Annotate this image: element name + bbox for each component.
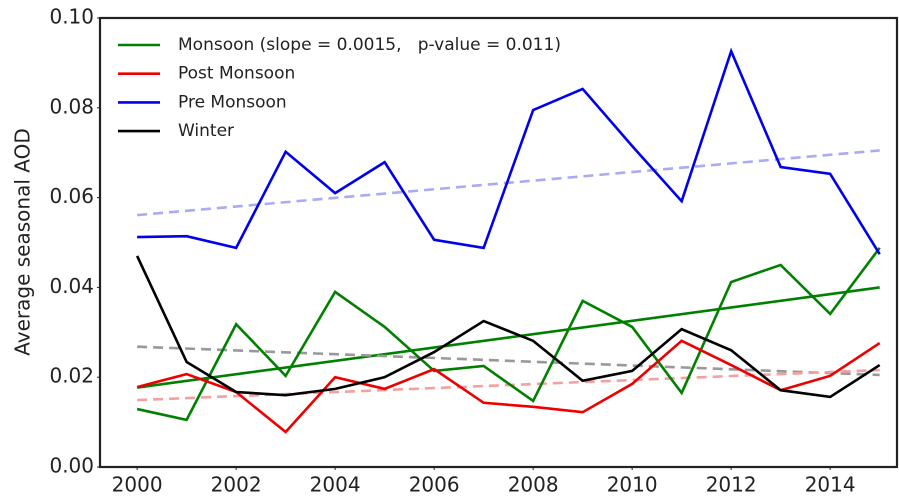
- y-tick-label: 0.08: [49, 94, 94, 118]
- y-tick-label: 0.10: [49, 5, 94, 29]
- x-tick-label: 2004: [310, 473, 361, 497]
- x-tick-label: 2002: [211, 473, 262, 497]
- x-tick-label: 2000: [112, 473, 163, 497]
- trend-line: [137, 345, 880, 377]
- trend-line: [136, 286, 880, 389]
- x-tick-label: 2014: [805, 473, 856, 497]
- legend-label: Pre Monsoon: [178, 92, 287, 112]
- y-axis-label: Average seasonal AOD: [11, 128, 35, 355]
- legend-label: Post Monsoon: [178, 64, 295, 84]
- series-line: [135, 255, 881, 399]
- legend-label: Monsoon (slope = 0.0015, p-value = 0.011…: [178, 35, 561, 55]
- x-tick-label: 2006: [409, 473, 460, 497]
- y-tick-label: 0.06: [49, 184, 94, 208]
- x-tick-label: 2008: [508, 473, 559, 497]
- y-tick-label: 0.02: [49, 364, 94, 388]
- x-tick-label: 2010: [607, 473, 658, 497]
- series-line: [137, 47, 881, 255]
- series-line: [136, 247, 881, 422]
- plot-frame: [98, 16, 899, 469]
- x-tick-label: 2012: [706, 473, 757, 497]
- series-line: [136, 339, 881, 434]
- y-tick-label: 0.00: [49, 454, 94, 478]
- y-tick-label: 0.04: [49, 274, 94, 298]
- legend-label: Winter: [178, 121, 234, 141]
